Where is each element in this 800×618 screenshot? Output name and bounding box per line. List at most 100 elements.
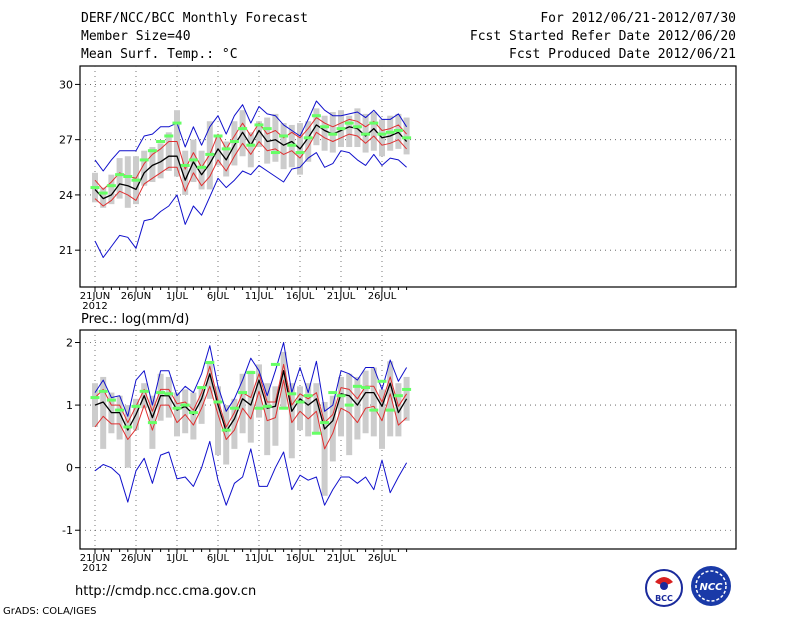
x-tick-label: 11JUL <box>245 291 274 302</box>
observed-marker <box>164 134 174 138</box>
member-size: Member Size=40 <box>81 29 191 44</box>
x-tick-label: 21JUL <box>327 553 356 564</box>
precip-panel-title: Prec.: log(mm/d) <box>81 312 189 327</box>
observed-marker <box>270 151 280 155</box>
observed-marker <box>98 191 108 195</box>
spread-bar <box>157 143 164 179</box>
observed-marker <box>361 386 371 390</box>
y-tick-label: 24 <box>59 189 73 202</box>
y-tick-label: 0 <box>66 462 73 475</box>
x-tick-label: 1JUL <box>166 553 189 564</box>
spread-bar <box>305 383 312 437</box>
observed-marker <box>238 127 248 131</box>
observed-marker <box>115 408 125 412</box>
spread-bar <box>329 395 336 462</box>
observed-marker <box>156 140 166 144</box>
observed-marker <box>205 152 215 156</box>
spread-bar <box>124 405 131 468</box>
x-tick-label: 21JUN <box>80 553 110 564</box>
x-tick-label: 6JUL <box>207 291 230 302</box>
observed-marker <box>402 387 412 391</box>
observed-marker <box>393 394 403 398</box>
spread-bar <box>124 156 131 208</box>
spread-bar <box>215 386 221 456</box>
observed-marker <box>262 404 272 408</box>
observed-marker <box>361 132 371 136</box>
observed-marker <box>205 361 215 365</box>
plot-frame <box>79 65 737 288</box>
spread-bar <box>100 376 107 449</box>
observed-marker <box>279 406 289 410</box>
x-tick-label: 16JUL <box>286 553 315 564</box>
spread-bar <box>206 361 213 399</box>
observed-marker <box>229 406 239 410</box>
bcc-logo: BCC <box>645 569 683 607</box>
lower-outer-line <box>94 150 407 258</box>
observed-marker <box>164 392 174 396</box>
observed-marker <box>213 134 223 138</box>
temperature-panel: 21 24 27 30 21JUN 26JUN 1JUL 6JUL 11JUL 16JUL 21JU… <box>59 65 737 312</box>
observed-marker <box>377 132 387 136</box>
observed-marker <box>303 394 313 398</box>
spread-bar <box>313 108 320 146</box>
spread-bar <box>141 150 148 186</box>
ensemble-mean-line <box>94 370 408 433</box>
observed-marker <box>287 392 297 396</box>
observed-marker <box>385 408 395 412</box>
observed-marker <box>115 173 125 177</box>
y-tick-label: 27 <box>59 134 73 147</box>
ncc-logo-text: NCC <box>699 582 723 593</box>
year-label: 2012 <box>82 563 107 574</box>
observed-marker <box>197 386 207 390</box>
footer-url[interactable]: http://cmdp.ncc.cma.gov.cn <box>75 584 256 599</box>
grads-credit: GrADS: COLA/IGES <box>3 606 97 617</box>
y-tick-label: 21 <box>59 244 73 257</box>
observed-marker <box>156 391 166 395</box>
x-tick-label: 1JUL <box>166 291 189 302</box>
upper-outer-line <box>94 342 408 417</box>
spread-bar <box>149 147 156 183</box>
bcc-logo-text: BCC <box>655 594 673 603</box>
upper-outer-line <box>94 100 408 172</box>
spread-bar <box>231 121 238 166</box>
x-tick-label: 11JUL <box>245 553 274 564</box>
observed-marker <box>262 127 272 131</box>
observed-marker <box>311 114 321 118</box>
spread-bar <box>174 392 180 437</box>
x-tick-label: 16JUL <box>286 291 315 302</box>
spread-bar <box>346 115 353 148</box>
observed-marker <box>172 121 182 125</box>
plot-frame <box>79 329 737 550</box>
spread-bar <box>362 370 369 434</box>
observed-marker <box>303 136 313 140</box>
observed-marker <box>180 403 190 407</box>
observed-marker <box>131 404 141 408</box>
observed-marker <box>213 400 223 404</box>
observed-marker <box>197 165 207 169</box>
x-tick-label: 21JUL <box>327 291 356 302</box>
variable-label: Mean Surf. Temp.: °C <box>81 47 238 62</box>
x-tick-label: 26JUL <box>368 291 397 302</box>
spread-bar <box>247 370 254 443</box>
spread-bar <box>198 150 205 190</box>
x-tick-label: 26JUL <box>368 553 397 564</box>
spread-bar <box>256 121 262 148</box>
observed-marker <box>402 136 412 140</box>
observed-marker <box>287 143 297 147</box>
spread-bar <box>395 383 402 437</box>
spread-bar <box>190 392 197 440</box>
spread-bar <box>174 110 180 177</box>
precipitation-panel: -1 0 1 2 21JUN 26JUN 1JUL 6JUL 11JUL 16JUL 21JUL 26… <box>62 329 737 574</box>
observed-marker <box>352 384 362 388</box>
observed-marker <box>336 127 346 131</box>
spread-bar <box>116 158 123 199</box>
observed-marker <box>369 121 379 125</box>
spread-bar <box>272 113 279 162</box>
x-tick-label: 6JUL <box>207 553 230 564</box>
observed-marker <box>369 408 379 412</box>
x-tick-label: 26JUN <box>121 291 151 302</box>
observed-marker <box>180 163 190 167</box>
observed-marker <box>90 186 100 190</box>
forecast-produced-date: Fcst Produced Date 2012/06/21 <box>509 47 736 62</box>
